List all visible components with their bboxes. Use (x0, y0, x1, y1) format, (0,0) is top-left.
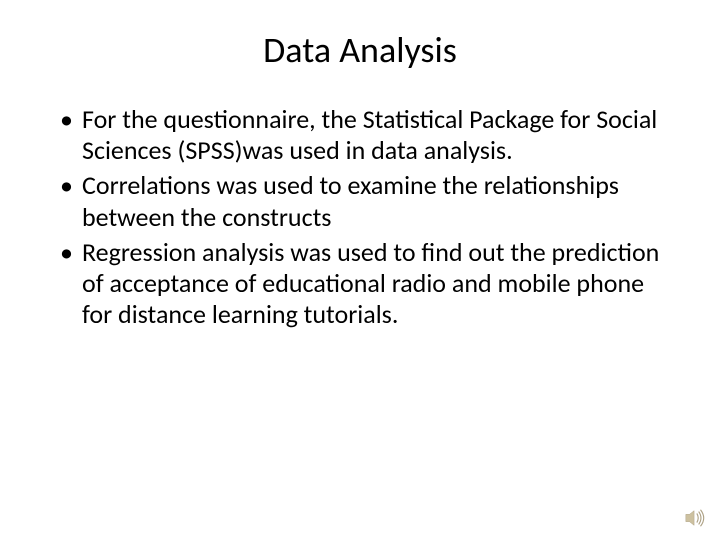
bullet-item: Regression analysis was used to find out… (60, 237, 680, 331)
speaker-icon (684, 508, 706, 528)
bullet-item: Correlations was used to examine the rel… (60, 170, 680, 232)
slide-container: Data Analysis For the questionnaire, the… (0, 0, 720, 540)
bullet-list: For the questionnaire, the Statistical P… (40, 104, 680, 330)
bullet-item: For the questionnaire, the Statistical P… (60, 104, 680, 166)
slide-title: Data Analysis (40, 28, 680, 72)
